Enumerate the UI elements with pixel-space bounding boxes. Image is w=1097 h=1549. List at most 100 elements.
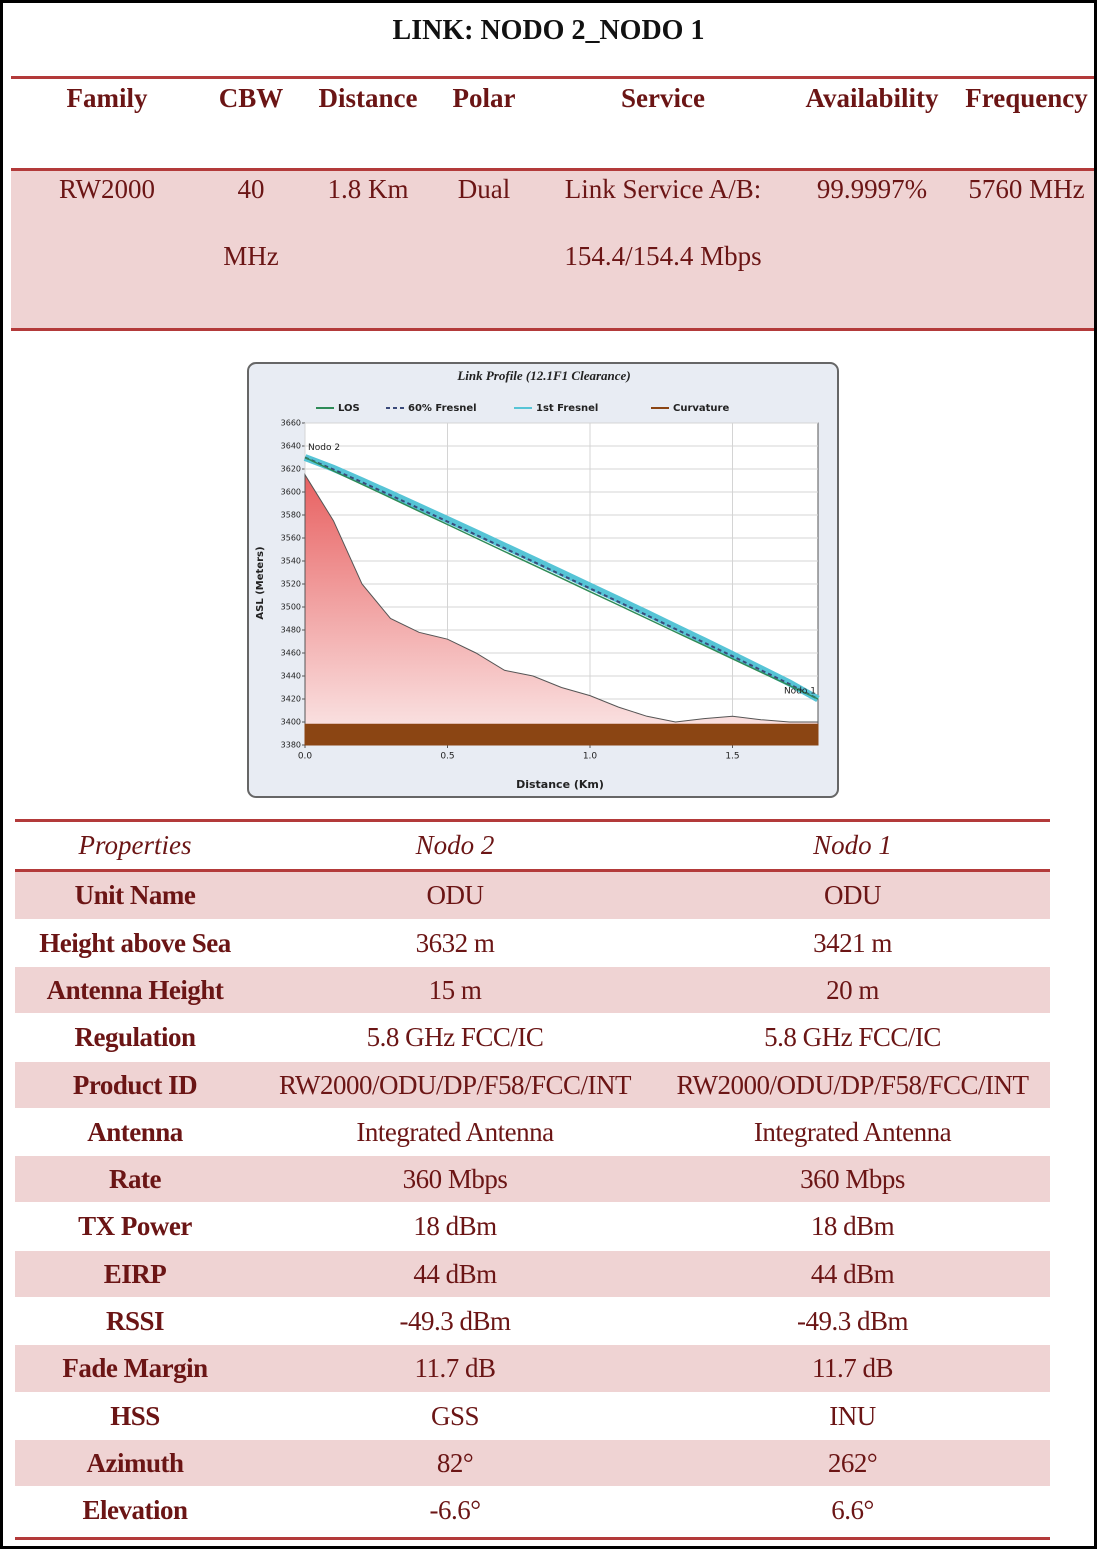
y-tick-label: 3580 [281, 511, 301, 520]
cell: 3421 m [813, 927, 892, 958]
x-tick-label: 0.0 [298, 752, 313, 762]
row-background [15, 872, 1050, 919]
annotation: Nodo 1 [784, 687, 816, 697]
row-background [15, 1345, 1050, 1392]
column-header: Nodo 2 [415, 830, 495, 860]
cell: RSSI [105, 1306, 165, 1336]
cell: Elevation [82, 1495, 188, 1526]
legend-label: Curvature [673, 403, 729, 414]
cell: RW2000/ODU/DP/F58/FCC/INT [278, 1069, 632, 1100]
y-axis-label: ASL (Meters) [255, 546, 266, 619]
cell: HSS [110, 1400, 160, 1431]
cell: Unit Name [74, 880, 196, 911]
cell: Product ID [72, 1069, 198, 1100]
x-axis-label: Distance (Km) [516, 778, 604, 791]
column-header: Service [621, 83, 705, 113]
cell: RW2000 [58, 174, 155, 204]
cell: 82° [436, 1447, 474, 1478]
cell: 11.7 dB [414, 1353, 496, 1384]
line [304, 456, 819, 700]
y-tick-label: 3420 [281, 695, 301, 704]
row-background [15, 1439, 1050, 1487]
cell: 5760 MHz [968, 174, 1085, 204]
row-background [15, 1250, 1050, 1297]
cell: 18 dBm [810, 1211, 895, 1242]
cell: -49.3 dBm [796, 1306, 909, 1336]
cell: 18 dBm [413, 1211, 497, 1242]
cell: 1.8 Km [327, 174, 409, 204]
cell: -49.3 dBm [399, 1306, 511, 1336]
cell: 11.7 dB [811, 1353, 894, 1384]
area [304, 473, 819, 746]
cell: 262° [827, 1447, 878, 1478]
cell: 20 m [826, 974, 879, 1005]
cell: Antenna Height [46, 974, 224, 1005]
link-title: LINK: NODO 2_NODO 1 [392, 15, 705, 46]
cell: Integrated Antenna [753, 1116, 952, 1147]
cell: Integrated Antenna [356, 1116, 554, 1147]
cell: 99.9997% [816, 174, 928, 204]
cell: 5.8 GHz FCC/IC [764, 1022, 941, 1053]
cell: 44 dBm [810, 1258, 895, 1289]
row-background [15, 1156, 1050, 1203]
cell: 44 dBm [413, 1258, 497, 1289]
cell: -6.6° [429, 1495, 481, 1526]
cell: Link Service A/B: 154.4/154.4 Mbps [564, 174, 762, 271]
column-header: CBW [218, 83, 284, 113]
cell: 6.6° [831, 1495, 874, 1526]
legend-label: 1st Fresnel [536, 403, 598, 414]
column-header: Availability [805, 83, 939, 113]
row-background [15, 966, 1050, 1014]
cell: ODU [824, 880, 882, 911]
y-tick-label: 3440 [281, 672, 301, 681]
rule [11, 328, 1094, 331]
rule [11, 168, 1094, 171]
rule [11, 76, 1094, 79]
cell: INU [829, 1400, 876, 1431]
chart-title: Link Profile (12.1F1 Clearance) [456, 368, 630, 383]
legend-label: 60% Fresnel [408, 403, 477, 414]
y-tick-label: 3540 [281, 557, 301, 566]
cell: Azimuth [86, 1447, 185, 1478]
link-profile-chart: Link Profile (12.1F1 Clearance) Distance… [247, 362, 839, 798]
line [304, 456, 819, 700]
y-tick-label: 3560 [281, 534, 301, 543]
cell: Rate [109, 1164, 161, 1195]
y-tick-label: 3600 [281, 488, 301, 497]
cell: Regulation [74, 1022, 196, 1053]
y-tick-label: 3480 [281, 626, 301, 635]
column-header: Polar [452, 83, 516, 113]
row-background [15, 1061, 1050, 1108]
cell: ODU [426, 880, 485, 911]
row-background [11, 171, 1094, 328]
cell: 360 Mbps [800, 1164, 905, 1195]
x-tick-label: 1.5 [725, 752, 739, 762]
cell: GSS [430, 1400, 480, 1431]
cell: 3632 m [415, 927, 495, 958]
cell: TX Power [78, 1211, 192, 1242]
y-tick-label: 3400 [281, 718, 301, 727]
y-tick-label: 3520 [281, 580, 301, 589]
x-tick-label: 0.5 [440, 752, 454, 762]
cell: EIRP [103, 1258, 167, 1289]
cell: 5.8 GHz FCC/IC [366, 1022, 544, 1053]
column-header: Frequency [965, 83, 1088, 113]
cell: Height above Sea [39, 927, 231, 958]
cell: RW2000/ODU/DP/F58/FCC/INT [676, 1069, 1029, 1100]
x-tick-label: 1.0 [583, 752, 598, 762]
annotation: Nodo 2 [308, 443, 340, 453]
cell: Fade Margin [62, 1353, 208, 1384]
cell: Antenna [87, 1116, 183, 1147]
column-header: Nodo 1 [813, 830, 892, 860]
y-tick-label: 3620 [281, 465, 301, 474]
rule [15, 1536, 1050, 1540]
cell: 40 MHz [223, 174, 279, 271]
legend-label: LOS [338, 403, 360, 414]
column-header: Family [66, 83, 148, 113]
column-header: Properties [78, 830, 192, 860]
cell: 360 Mbps [402, 1164, 508, 1195]
rule [15, 869, 1050, 873]
y-tick-label: 3500 [281, 603, 301, 612]
y-tick-label: 3660 [281, 419, 301, 428]
